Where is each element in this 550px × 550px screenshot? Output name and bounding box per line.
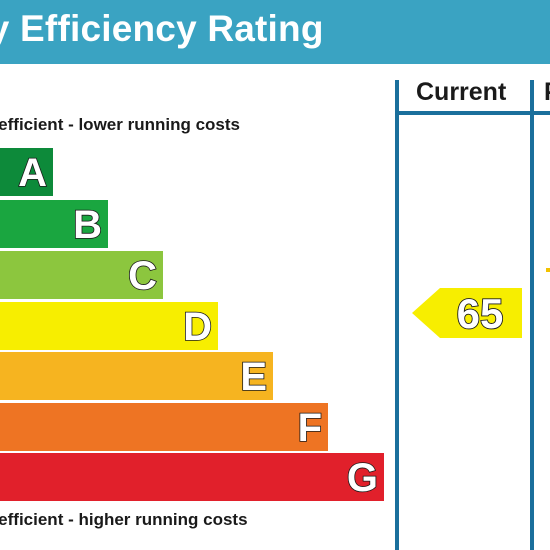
- current-column-left-border: [395, 80, 399, 550]
- band-d-letter: D: [182, 304, 212, 350]
- current-column-right-border: [530, 80, 534, 550]
- band-g-letter: G: [346, 455, 379, 501]
- band-c: C: [0, 251, 163, 299]
- bottom-efficiency-label: y efficient - higher running costs: [0, 510, 248, 529]
- band-b-letter: B: [72, 202, 102, 248]
- current-rating-arrow-shape: [412, 288, 522, 338]
- band-a-letter: A: [17, 150, 47, 196]
- potential-column-header: P: [544, 78, 550, 107]
- header-bar: gy Efficiency Rating: [0, 0, 550, 64]
- band-d: D: [0, 302, 218, 350]
- band-c-letter: C: [127, 253, 157, 299]
- band-a: A: [0, 148, 53, 196]
- column-header-divider: [395, 111, 550, 115]
- current-column-header: Current: [416, 78, 507, 106]
- current-rating-arrow: [412, 288, 522, 338]
- potential-rating-arrow-edge: [546, 268, 550, 272]
- current-rating-value: 65: [456, 289, 505, 338]
- page-title: gy Efficiency Rating: [0, 8, 324, 49]
- band-b: B: [0, 200, 108, 248]
- band-f: F: [0, 403, 328, 451]
- band-f-letter: F: [297, 405, 323, 451]
- top-efficiency-label: y efficient - lower running costs: [0, 115, 240, 134]
- band-e: E: [0, 352, 273, 400]
- band-e-letter: E: [240, 354, 268, 400]
- band-g: G: [0, 453, 384, 501]
